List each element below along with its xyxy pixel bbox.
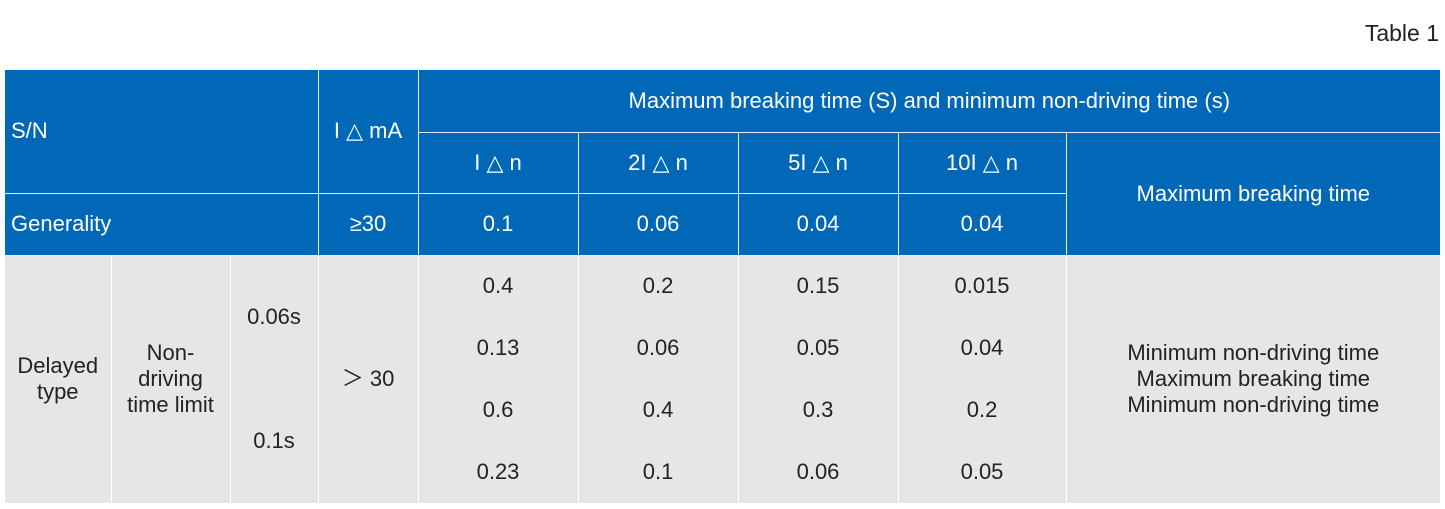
delayed-cell-r1-2x: 0.2 — [577, 255, 739, 317]
delayed-cell-r4-10x: 0.05 — [897, 441, 1067, 503]
generality-value-2x: 0.06 — [577, 193, 739, 256]
delayed-cell-r2-1x: 0.13 — [417, 317, 579, 379]
multiple-header-5x: 5I △ n — [737, 132, 899, 194]
non-driving-time-limit-label: Non-driving time limit — [110, 255, 231, 503]
right-line-3: Minimum non-driving time — [1127, 392, 1380, 418]
current-header: I △ mA — [317, 70, 419, 194]
delayed-cell-r4-5x: 0.06 — [737, 441, 899, 503]
multiple-header-1x: I △ n — [417, 132, 579, 194]
delayed-cell-r3-2x: 0.4 — [577, 379, 739, 441]
multiple-header-10x: 10I △ n — [897, 132, 1067, 194]
delayed-cell-r1-5x: 0.15 — [737, 255, 899, 317]
sn-header: S/N — [5, 70, 319, 194]
delayed-cell-r2-2x: 0.06 — [577, 317, 739, 379]
max-breaking-time-label: Maximum breaking time — [1065, 132, 1441, 256]
delayed-cell-r1-10x: 0.015 — [897, 255, 1067, 317]
generality-value-10x: 0.04 — [897, 193, 1067, 256]
delayed-cell-r1-1x: 0.4 — [417, 255, 579, 317]
table-caption: Table 1 — [1364, 20, 1439, 46]
multiple-header-2x: 2I △ n — [577, 132, 739, 194]
generality-label: Generality — [5, 193, 319, 256]
delayed-cell-r4-2x: 0.1 — [577, 441, 739, 503]
breaking-time-group-header: Maximum breaking time (S) and minimum no… — [417, 70, 1441, 133]
right-line-2: Maximum breaking time — [1136, 366, 1371, 392]
breaking-time-table: S/N I △ mA Maximum breaking time (S) and… — [5, 70, 1441, 503]
time-limit-01: 0.1s — [229, 379, 319, 503]
generality-value-5x: 0.04 — [737, 193, 899, 256]
delayed-current: ＞ 30 — [317, 255, 419, 503]
delayed-cell-r3-5x: 0.3 — [737, 379, 899, 441]
right-line-1: Minimum non-driving time — [1127, 340, 1380, 366]
delayed-cell-r4-1x: 0.23 — [417, 441, 579, 503]
delayed-cell-r2-10x: 0.04 — [897, 317, 1067, 379]
delayed-cell-r3-1x: 0.6 — [417, 379, 579, 441]
time-limit-006: 0.06s — [229, 255, 319, 379]
generality-current: ≥30 — [317, 193, 419, 256]
delayed-cell-r3-10x: 0.2 — [897, 379, 1067, 441]
delayed-cell-r2-5x: 0.05 — [737, 317, 899, 379]
generality-value-1x: 0.1 — [417, 193, 579, 256]
delayed-type-label: Delayed type — [5, 255, 112, 503]
delayed-right-labels: Minimum non-driving time Maximum breakin… — [1065, 255, 1441, 503]
